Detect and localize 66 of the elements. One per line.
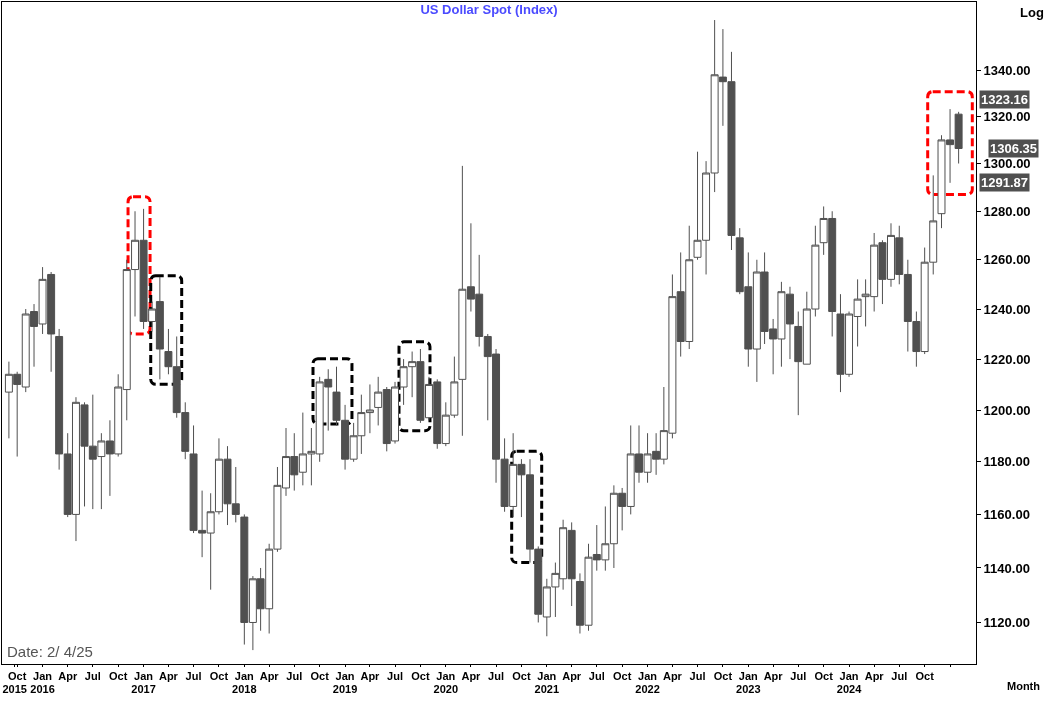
- x-tick-label: Jan: [839, 670, 859, 683]
- x-tick-label: Oct: [512, 670, 531, 683]
- annotation: 1323.16: [981, 92, 1028, 107]
- x-tick-label: Apr: [58, 670, 78, 683]
- x-tick-label: Jul: [689, 670, 706, 683]
- y-tick-label: 1300.00: [983, 156, 1031, 172]
- annotation: Date: 2/ 4/25: [7, 643, 93, 660]
- y-tick-label: 1340.00: [983, 62, 1031, 78]
- x-tick-label: Jul: [790, 670, 807, 683]
- x2-tick-label: 2021: [534, 683, 560, 696]
- x-tick-label: Oct: [411, 670, 430, 683]
- y-tick-label: 1120.00: [983, 615, 1030, 631]
- x-tick-label: Jan: [335, 670, 355, 683]
- x-tick-label: Apr: [864, 670, 885, 683]
- y-tick-label: 1160.00: [983, 506, 1030, 522]
- x-tick-label: Oct: [109, 670, 128, 683]
- x-tick-label: Jul: [84, 670, 101, 683]
- x-tick-label: Jan: [537, 670, 557, 683]
- x-tick-label: Apr: [662, 670, 683, 683]
- x-tick-label: Jan: [738, 670, 759, 683]
- y-axis-title: Log: [1020, 5, 1044, 20]
- y-tick-label: 1180.00: [983, 454, 1030, 470]
- x-tick-label: Jul: [891, 670, 908, 683]
- chart-title: US Dollar Spot (Index): [420, 2, 558, 18]
- x-tick-label: Jul: [488, 670, 504, 683]
- x-tick-label: Apr: [158, 670, 179, 683]
- x2-tick-label: 2022: [635, 683, 660, 696]
- y-tick-label: 1240.00: [983, 301, 1031, 317]
- y-tick-label: 1320.00: [983, 109, 1031, 125]
- x-tick-label: Oct: [8, 670, 27, 683]
- x-tick-label: Oct: [613, 670, 632, 683]
- y-tick-label: 1260.00: [983, 252, 1031, 268]
- x-tick-label: Apr: [259, 670, 280, 683]
- x-tick-label: Jan: [33, 670, 53, 683]
- x2-tick-label: 2020: [433, 683, 459, 696]
- x-tick-label: Jul: [185, 670, 202, 683]
- x2-tick-label: 2015: [2, 683, 27, 696]
- x-tick-label: Jan: [436, 670, 456, 683]
- x-tick-label: Oct: [209, 670, 229, 683]
- x-tick-label: Oct: [915, 670, 935, 683]
- x-tick-label: Oct: [814, 670, 834, 683]
- y-tick-label: 1200.00: [983, 402, 1031, 418]
- x-tick-label: Oct: [310, 670, 330, 683]
- x-tick-label: Jul: [387, 670, 403, 683]
- x2-tick-label: 2016: [30, 683, 55, 696]
- x2-tick-label: 2017: [131, 683, 156, 696]
- x-tick-label: Jul: [588, 670, 605, 683]
- y-tick-label: 1140.00: [983, 560, 1030, 576]
- x-tick-label: Jul: [286, 670, 303, 683]
- x-tick-label: Apr: [461, 670, 482, 683]
- y-tick-label: 1220.00: [983, 351, 1031, 367]
- x-tick-label: Jan: [234, 670, 255, 683]
- annotation: 1291.87: [981, 175, 1028, 190]
- x-tick-label: Jan: [638, 670, 658, 683]
- x2-tick-label: 2018: [232, 683, 257, 696]
- x2-tick-label: 2024: [836, 683, 863, 696]
- x2-tick-label: 2023: [736, 683, 761, 696]
- annotation: 1306.35: [990, 141, 1037, 156]
- x-tick-label: Apr: [562, 670, 582, 683]
- x-tick-label: Jan: [134, 670, 154, 683]
- x-tick-label: Apr: [360, 670, 381, 683]
- x-tick-label: Oct: [713, 670, 733, 683]
- x2-tick-label: 2019: [332, 683, 358, 696]
- y-tick-label: 1280.00: [983, 203, 1031, 219]
- x-axis-title: Month: [1007, 680, 1041, 692]
- x-tick-label: Apr: [763, 670, 784, 683]
